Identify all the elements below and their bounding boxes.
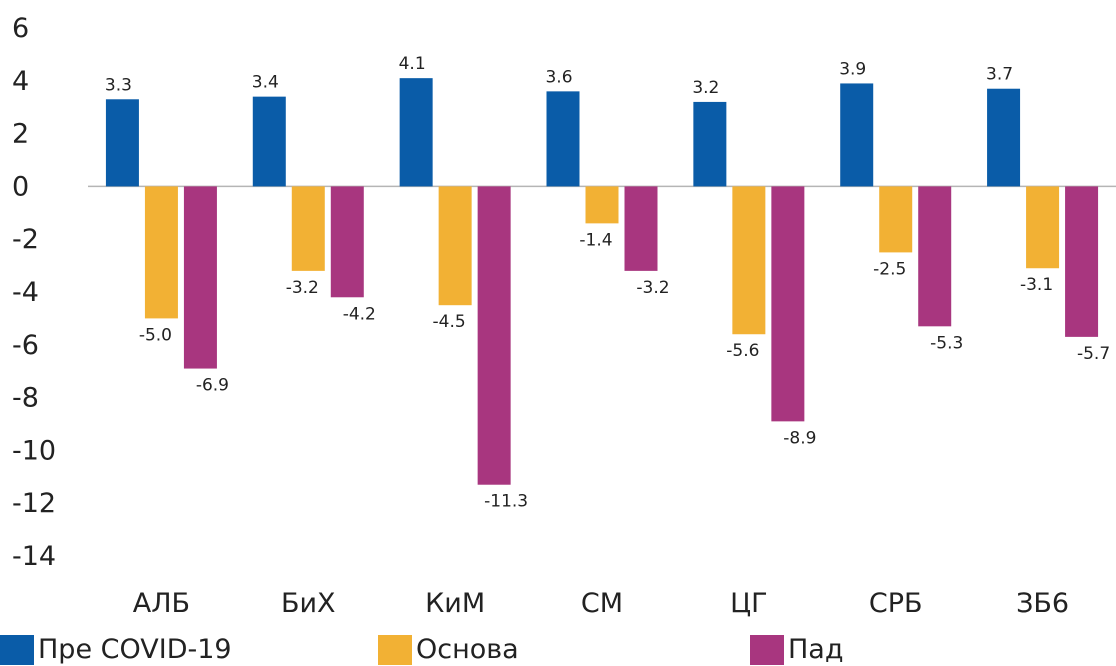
bar <box>105 99 139 187</box>
data-label: -11.3 <box>484 492 528 512</box>
data-label: -3.2 <box>636 278 669 298</box>
data-label: -4.5 <box>433 312 466 332</box>
category-label: АЛБ <box>133 588 190 619</box>
category-label: ЦГ <box>730 588 767 619</box>
data-label: -2.5 <box>873 259 906 279</box>
data-label: -8.9 <box>783 428 816 448</box>
bar <box>183 186 217 369</box>
data-label: -4.2 <box>343 304 376 324</box>
category-label: БиХ <box>281 588 336 619</box>
data-label: -5.3 <box>930 333 963 353</box>
bar <box>438 186 472 306</box>
y-tick-label: -4 <box>12 277 39 308</box>
bar <box>732 186 766 335</box>
y-tick-label: 6 <box>12 13 29 44</box>
bar <box>546 91 580 187</box>
data-label: -6.9 <box>196 376 229 396</box>
data-label: 3.2 <box>692 78 719 98</box>
bar <box>693 101 727 187</box>
y-tick-label: -6 <box>12 330 39 361</box>
legend-swatch-osnova <box>378 634 412 665</box>
legend-item-pad: Пад <box>750 634 844 665</box>
y-tick-label: -12 <box>12 488 56 519</box>
data-label: 3.9 <box>839 59 866 79</box>
bar <box>1026 186 1060 269</box>
data-label: 3.4 <box>252 73 279 93</box>
legend-item-pre-covid: Пре COVID-19 <box>0 634 232 665</box>
category-label: СМ <box>581 588 623 619</box>
data-label: -5.0 <box>139 325 172 345</box>
category-labels: АЛБ БиХ КиМ СМ ЦГ СРБ ЗБ6 <box>133 588 1069 619</box>
data-label: 3.3 <box>105 75 132 95</box>
category-label: СРБ <box>869 588 923 619</box>
y-tick-label: -8 <box>12 383 39 414</box>
y-tick-label: -2 <box>12 224 39 255</box>
data-label: -3.1 <box>1020 275 1053 295</box>
bar-chart: 6 4 2 0 -2 -4 -6 -8 -10 -12 -14 3.3 -5.0 -6.9 3.4 -3.2… <box>12 13 1116 619</box>
legend-swatch-pad <box>750 634 784 665</box>
y-tick-label: -10 <box>12 435 56 466</box>
y-tick-label: -14 <box>12 541 56 572</box>
bar <box>879 186 913 253</box>
data-label: 3.6 <box>545 67 572 87</box>
data-label: -5.6 <box>726 341 759 361</box>
bar <box>252 96 286 187</box>
bar-series: 3.3 -5.0 -6.9 3.4 -3.2 -4.2 4.1 -4.5 -11.3 3.6 -1.… <box>105 54 1110 512</box>
legend-label-pad: Пад <box>788 634 844 665</box>
legend-label-pre-covid: Пре COVID-19 <box>38 634 232 665</box>
data-label: 4.1 <box>399 54 426 74</box>
bar <box>585 186 619 224</box>
y-tick-label: 4 <box>12 66 29 97</box>
data-label: -1.4 <box>579 230 612 250</box>
data-label: 3.7 <box>986 65 1013 85</box>
bar <box>987 88 1021 187</box>
y-tick-label: 0 <box>12 171 29 202</box>
bar <box>399 78 433 187</box>
bar <box>840 83 874 187</box>
category-label: ЗБ6 <box>1016 588 1069 619</box>
y-tick-label: 2 <box>12 119 29 150</box>
category-label: КиМ <box>425 588 485 619</box>
legend-swatch-pre-covid <box>0 634 34 665</box>
bar <box>624 186 658 271</box>
data-label: -5.7 <box>1077 344 1110 364</box>
bar <box>330 186 364 298</box>
legend-item-osnova: Основа <box>378 634 519 665</box>
bar <box>1065 186 1099 337</box>
legend: Пре COVID-19 Основа Пад <box>0 630 1116 666</box>
bar <box>918 186 952 327</box>
y-axis-ticks: 6 4 2 0 -2 -4 -6 -8 -10 -12 -14 <box>12 13 56 572</box>
bar <box>477 186 511 485</box>
legend-label-osnova: Основа <box>416 634 519 665</box>
data-label: -3.2 <box>286 278 319 298</box>
bar <box>144 186 178 319</box>
bar <box>291 186 325 271</box>
bar <box>771 186 805 422</box>
